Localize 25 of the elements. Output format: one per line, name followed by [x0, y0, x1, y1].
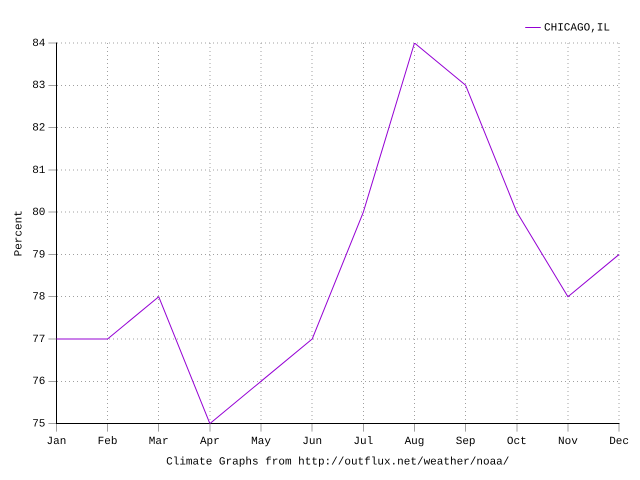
x-tick-label: Nov: [558, 436, 578, 448]
x-tick-label: Oct: [506, 436, 527, 448]
y-tick-label: 76: [32, 376, 46, 388]
y-tick-label: 75: [32, 418, 46, 431]
y-tick-label: 83: [32, 80, 46, 92]
y-tick-label: 79: [32, 249, 46, 262]
x-tick-label: Mar: [148, 436, 169, 448]
x-tick-label: Apr: [200, 436, 220, 448]
x-tick-label: May: [251, 436, 272, 448]
y-tick-label: 84: [32, 38, 46, 50]
y-tick-label: 77: [32, 334, 46, 346]
x-tick-label: Aug: [404, 436, 424, 448]
x-tick-label: Sep: [456, 436, 476, 448]
y-tick-label: 81: [32, 164, 46, 177]
x-tick-label: Jul: [353, 436, 374, 448]
x-tick-label: Feb: [98, 436, 118, 448]
x-axis-title: Climate Graphs from http://outflux.net/weather/noaa/: [166, 456, 510, 468]
y-axis-title: Percent: [14, 210, 26, 256]
x-tick-label: Dec: [609, 436, 630, 448]
x-tick-label: Jun: [302, 436, 322, 448]
y-tick-label: 78: [32, 292, 46, 304]
legend-label: CHICAGO,IL: [544, 22, 610, 34]
x-tick-label: Jan: [46, 436, 66, 448]
y-tick-label: 80: [32, 207, 46, 220]
y-tick-label: 82: [32, 122, 46, 134]
